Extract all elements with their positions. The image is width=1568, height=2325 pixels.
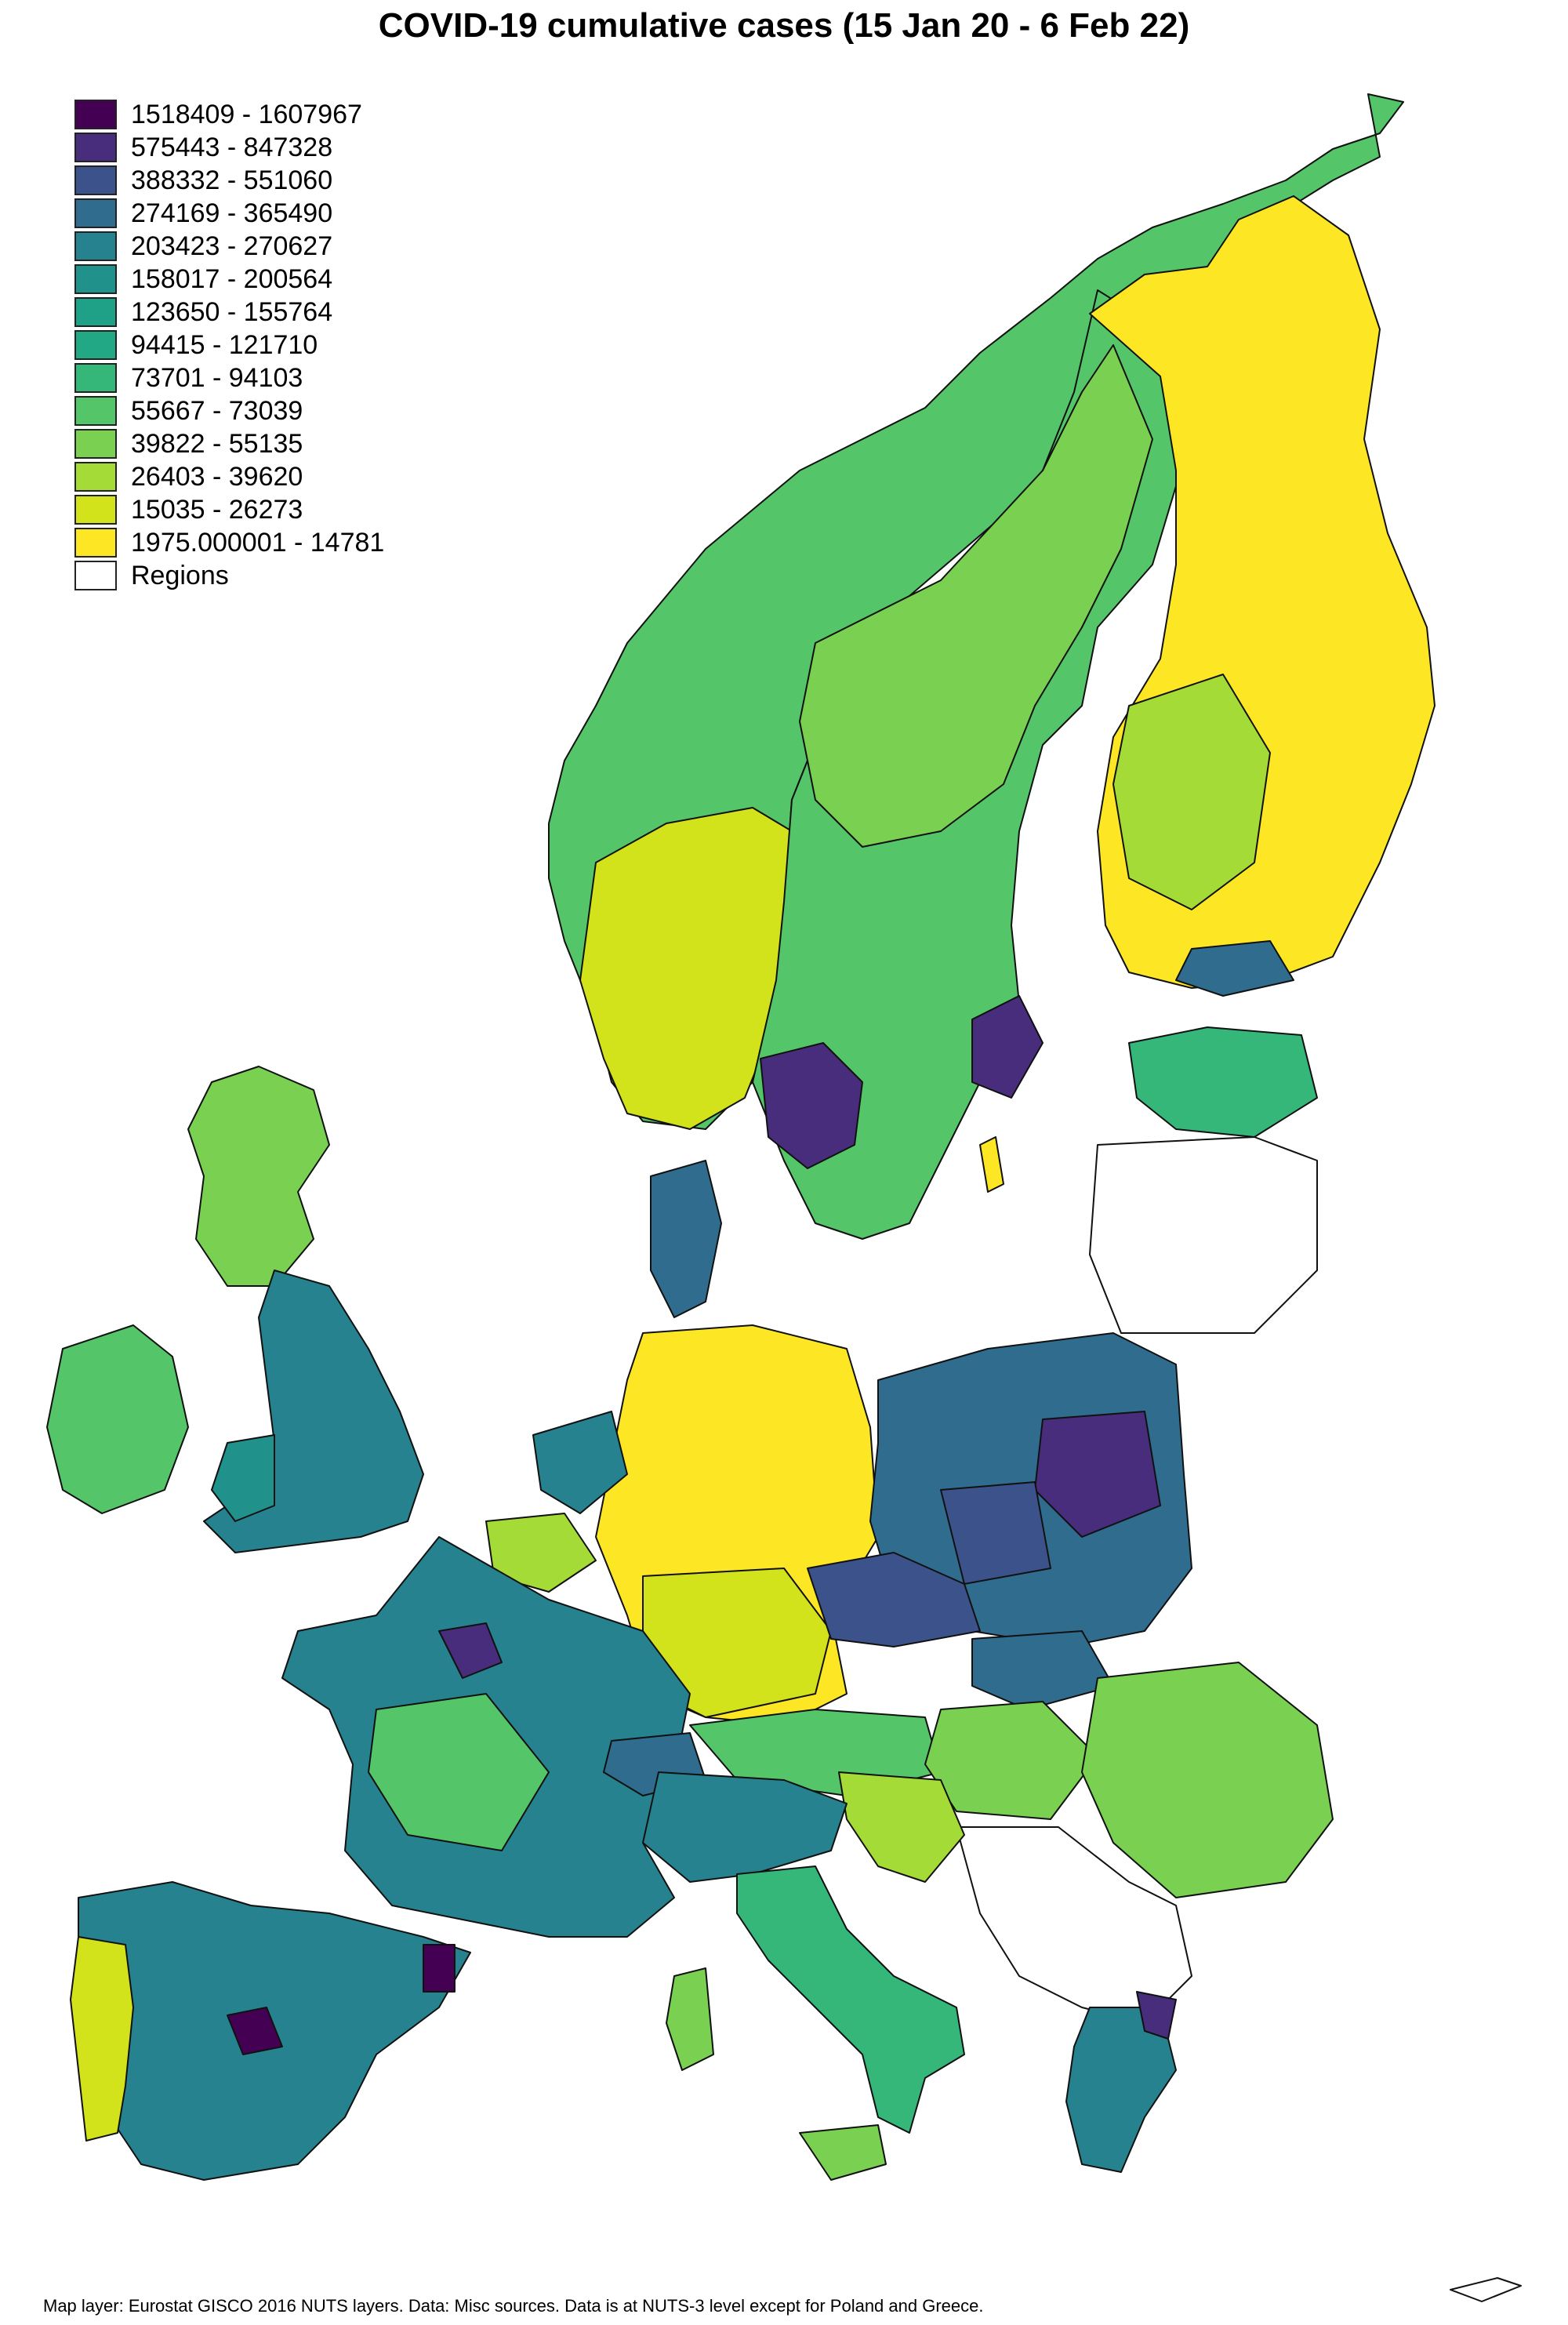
- region-paris: [438, 1622, 503, 1679]
- legend-swatch: [74, 198, 117, 228]
- region-sicily: [799, 2124, 887, 2181]
- map-title: COVID-19 cumulative cases (15 Jan 20 - 6…: [378, 6, 1190, 45]
- legend-swatch: [74, 429, 117, 459]
- legend-label: 26403 - 39620: [131, 461, 303, 492]
- legend-swatch: [74, 495, 117, 525]
- legend-swatch: [74, 561, 117, 590]
- legend-label: 123650 - 155764: [131, 296, 333, 327]
- legend-item: 274169 - 365490: [74, 197, 384, 230]
- region-finland-mid: [1112, 674, 1271, 910]
- legend-swatch: [74, 297, 117, 327]
- legend-label: 274169 - 365490: [131, 198, 333, 228]
- region-wales: [211, 1434, 275, 1522]
- legend-item: 15035 - 26273: [74, 493, 384, 526]
- legend-label: 55667 - 73039: [131, 395, 303, 426]
- legend-item: 388332 - 551060: [74, 164, 384, 197]
- region-cyprus: [1450, 2277, 1522, 2302]
- legend-item: 575443 - 847328: [74, 131, 384, 164]
- region-hungary: [924, 1701, 1098, 1820]
- legend-label: 1975.000001 - 14781: [131, 527, 385, 558]
- region-portugal: [70, 1936, 134, 2142]
- legend-swatch: [74, 133, 117, 162]
- legend-label: 73701 - 94103: [131, 362, 303, 393]
- legend-item: 94415 - 121710: [74, 329, 384, 361]
- region-latvia-lithuania: [1089, 1136, 1318, 1334]
- legend-swatch: [74, 264, 117, 294]
- region-czechia: [807, 1552, 981, 1647]
- region-france-mid: [368, 1693, 550, 1851]
- legend-item: 55667 - 73039: [74, 394, 384, 427]
- legend-swatch: [74, 330, 117, 360]
- region-poland-slaskie: [940, 1481, 1051, 1585]
- legend-label: 388332 - 551060: [131, 165, 333, 195]
- region-romania: [1081, 1662, 1334, 1898]
- region-helsinki: [1175, 940, 1294, 997]
- legend-swatch: [74, 363, 117, 393]
- legend-item: 123650 - 155764: [74, 296, 384, 329]
- legend-label: 15035 - 26273: [131, 494, 303, 525]
- legend-label: 1518409 - 1607967: [131, 99, 362, 129]
- legend-item: 1518409 - 1607967: [74, 98, 384, 131]
- legend-item: 203423 - 270627: [74, 230, 384, 263]
- region-italy: [736, 1865, 965, 2134]
- legend-item: 39822 - 55135: [74, 427, 384, 460]
- region-vastra-gotaland: [760, 1042, 863, 1169]
- legend-item: 1975.000001 - 14781: [74, 526, 384, 559]
- region-stockholm: [971, 995, 1044, 1099]
- legend-item: 158017 - 200564: [74, 263, 384, 296]
- region-slovakia: [971, 1630, 1114, 1710]
- region-ireland: [46, 1324, 189, 1514]
- legend-item: Regions: [74, 559, 384, 592]
- region-netherlands: [532, 1411, 628, 1514]
- region-estonia: [1128, 1026, 1318, 1138]
- legend-label: 203423 - 270627: [131, 231, 333, 261]
- region-sardinia: [666, 1967, 714, 2071]
- legend-item: 26403 - 39620: [74, 460, 384, 493]
- region-slovenia-croatia: [838, 1771, 965, 1883]
- source-footnote: Map layer: Eurostat GISCO 2016 NUTS laye…: [43, 2296, 984, 2316]
- legend-label: 94415 - 121710: [131, 329, 318, 360]
- region-barcelona: [423, 1944, 456, 1993]
- legend-swatch: [74, 231, 117, 261]
- legend-swatch: [74, 100, 117, 129]
- legend: 1518409 - 1607967 575443 - 847328 388332 -…: [74, 98, 384, 592]
- legend-label: 575443 - 847328: [131, 132, 333, 162]
- legend-swatch: [74, 165, 117, 195]
- region-italy-north: [642, 1771, 848, 1883]
- legend-item: 73701 - 94103: [74, 361, 384, 394]
- legend-label: 158017 - 200564: [131, 263, 333, 294]
- legend-label: Regions: [131, 560, 229, 590]
- region-madrid: [227, 2007, 283, 2055]
- legend-swatch: [74, 528, 117, 558]
- region-scotland: [187, 1066, 330, 1287]
- region-athens: [1136, 1991, 1177, 2040]
- region-sweden-north: [799, 344, 1153, 848]
- region-denmark: [650, 1160, 722, 1318]
- legend-swatch: [74, 462, 117, 492]
- legend-swatch: [74, 396, 117, 426]
- legend-label: 39822 - 55135: [131, 428, 303, 459]
- region-poland-mazowieckie: [1034, 1411, 1161, 1538]
- region-gotland: [979, 1136, 1004, 1193]
